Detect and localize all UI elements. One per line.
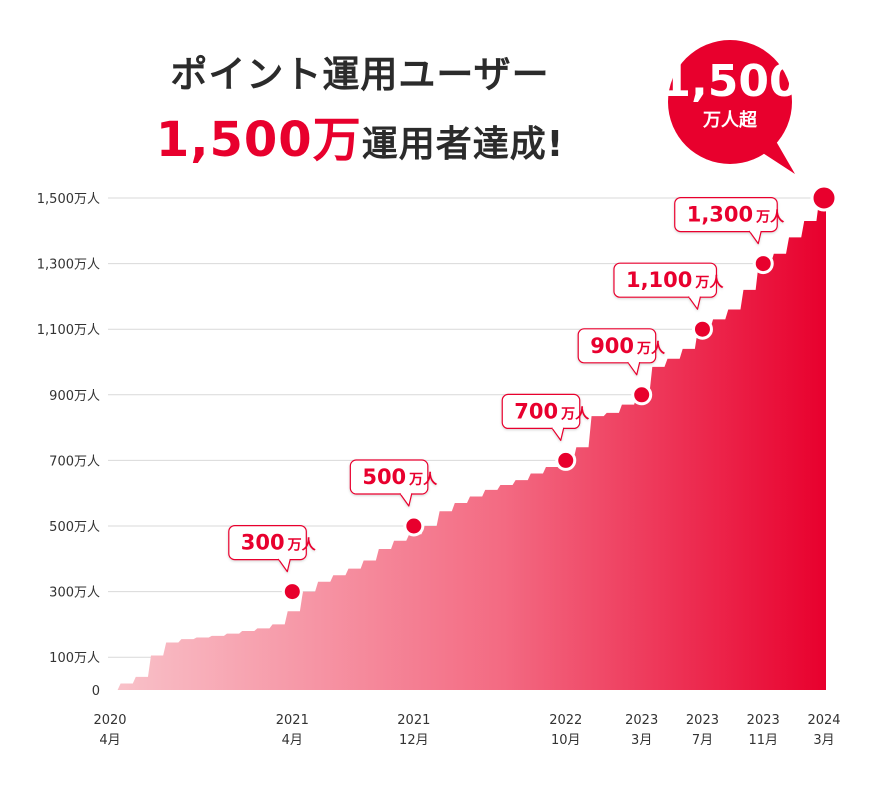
y-tick-label: 0	[92, 684, 100, 699]
tag-pointer	[399, 493, 413, 507]
y-tick-label: 1,100万人	[37, 323, 100, 338]
x-tick-month: 4月	[99, 733, 120, 748]
tag-pointer	[277, 558, 291, 573]
milestone-dot	[555, 449, 577, 471]
chart-title-line2: 1,500万運用者達成!	[140, 100, 580, 170]
x-tick-month: 4月	[282, 733, 303, 748]
tag-unit: 万人	[636, 340, 666, 357]
milestone-tag: 900 万人	[577, 328, 666, 376]
title-rest: 運用者達成!	[361, 124, 565, 165]
milestone-tag: 1,300 万人	[674, 197, 785, 245]
badge-bubble	[668, 40, 795, 174]
tag-pointer	[551, 427, 565, 441]
title-highlight: 1,500万	[155, 112, 362, 168]
tag-number: 1,100	[626, 268, 692, 292]
badge-unit: 万人超	[703, 110, 757, 131]
tag-label: 700 万人	[514, 399, 590, 423]
y-tick-label: 1,300万人	[37, 258, 100, 273]
chart-title-line1: ポイント運用ユーザー	[170, 53, 550, 96]
tag-label: 500 万人	[362, 465, 438, 489]
x-tick-year: 2023	[686, 713, 719, 728]
tag-number: 500	[362, 465, 406, 489]
x-tick-year: 2023	[747, 713, 780, 728]
tag-box	[501, 393, 581, 429]
tag-unit: 万人	[560, 405, 590, 422]
tag-number: 700	[514, 399, 558, 423]
milestone-tag: 300 万人	[228, 524, 317, 573]
y-tick-label: 900万人	[49, 389, 100, 404]
milestone-dot	[691, 318, 713, 340]
milestone-dot	[403, 515, 425, 537]
x-tick-month: 12月	[399, 733, 429, 748]
milestone-dot	[752, 253, 774, 275]
x-tick-year: 2022	[549, 713, 582, 728]
milestone-dot	[281, 581, 303, 603]
milestone-tag: 500 万人	[349, 459, 438, 507]
tag-box	[613, 262, 718, 298]
milestone-dot	[810, 184, 838, 212]
y-tick-label: 700万人	[49, 454, 100, 469]
x-tick-month: 3月	[813, 733, 834, 748]
tag-pointer	[748, 230, 762, 245]
x-tick-month: 3月	[631, 733, 652, 748]
y-axis-labels: 0 100万人 300万人 500万人 700万人 900万人 1,100万人 1,300万人…	[37, 192, 100, 699]
tag-unit: 万人	[408, 471, 438, 488]
tag-box	[228, 524, 307, 561]
tag-unit: 万人	[287, 537, 317, 554]
tag-pointer	[627, 361, 641, 376]
milestone-markers	[281, 184, 838, 603]
tag-number: 300	[241, 531, 285, 555]
x-axis-labels: 2020 4月 2021 4月 2021 12月 2022 10月 2023 3月 2023 7月 20…	[93, 713, 840, 748]
area-fill	[110, 198, 826, 690]
tag-label: 1,300 万人	[687, 203, 785, 227]
milestone-dot	[631, 384, 653, 406]
x-tick-month: 11月	[748, 733, 778, 748]
tag-box	[674, 197, 778, 233]
y-tick-label: 300万人	[49, 586, 100, 601]
milestone-tag: 1,100 万人	[613, 262, 724, 310]
tag-number: 900	[590, 334, 634, 358]
x-tick-year: 2020	[93, 713, 126, 728]
x-tick-year: 2021	[276, 713, 309, 728]
tag-unit: 万人	[694, 274, 724, 291]
x-tick-month: 10月	[551, 733, 581, 748]
x-tick-month: 7月	[692, 733, 713, 748]
x-tick-year: 2024	[807, 713, 840, 728]
x-tick-year: 2023	[625, 713, 658, 728]
badge-text: 1,500 万人超	[650, 56, 810, 134]
tag-unit: 万人	[755, 209, 785, 226]
tag-label: 1,100 万人	[626, 268, 724, 292]
tag-number: 1,300	[687, 203, 753, 227]
tag-label: 900 万人	[590, 334, 666, 358]
y-tick-label: 100万人	[49, 651, 100, 666]
area-series	[110, 198, 826, 690]
tag-box	[349, 459, 429, 495]
y-tick-label: 500万人	[49, 520, 100, 535]
x-tick-year: 2021	[397, 713, 430, 728]
tag-box	[577, 328, 657, 364]
badge-value: 1,500	[660, 56, 800, 107]
milestone-tag: 700 万人	[501, 393, 590, 441]
y-tick-label: 1,500万人	[37, 192, 100, 207]
tag-pointer	[687, 296, 702, 310]
tag-label: 300 万人	[241, 531, 317, 555]
